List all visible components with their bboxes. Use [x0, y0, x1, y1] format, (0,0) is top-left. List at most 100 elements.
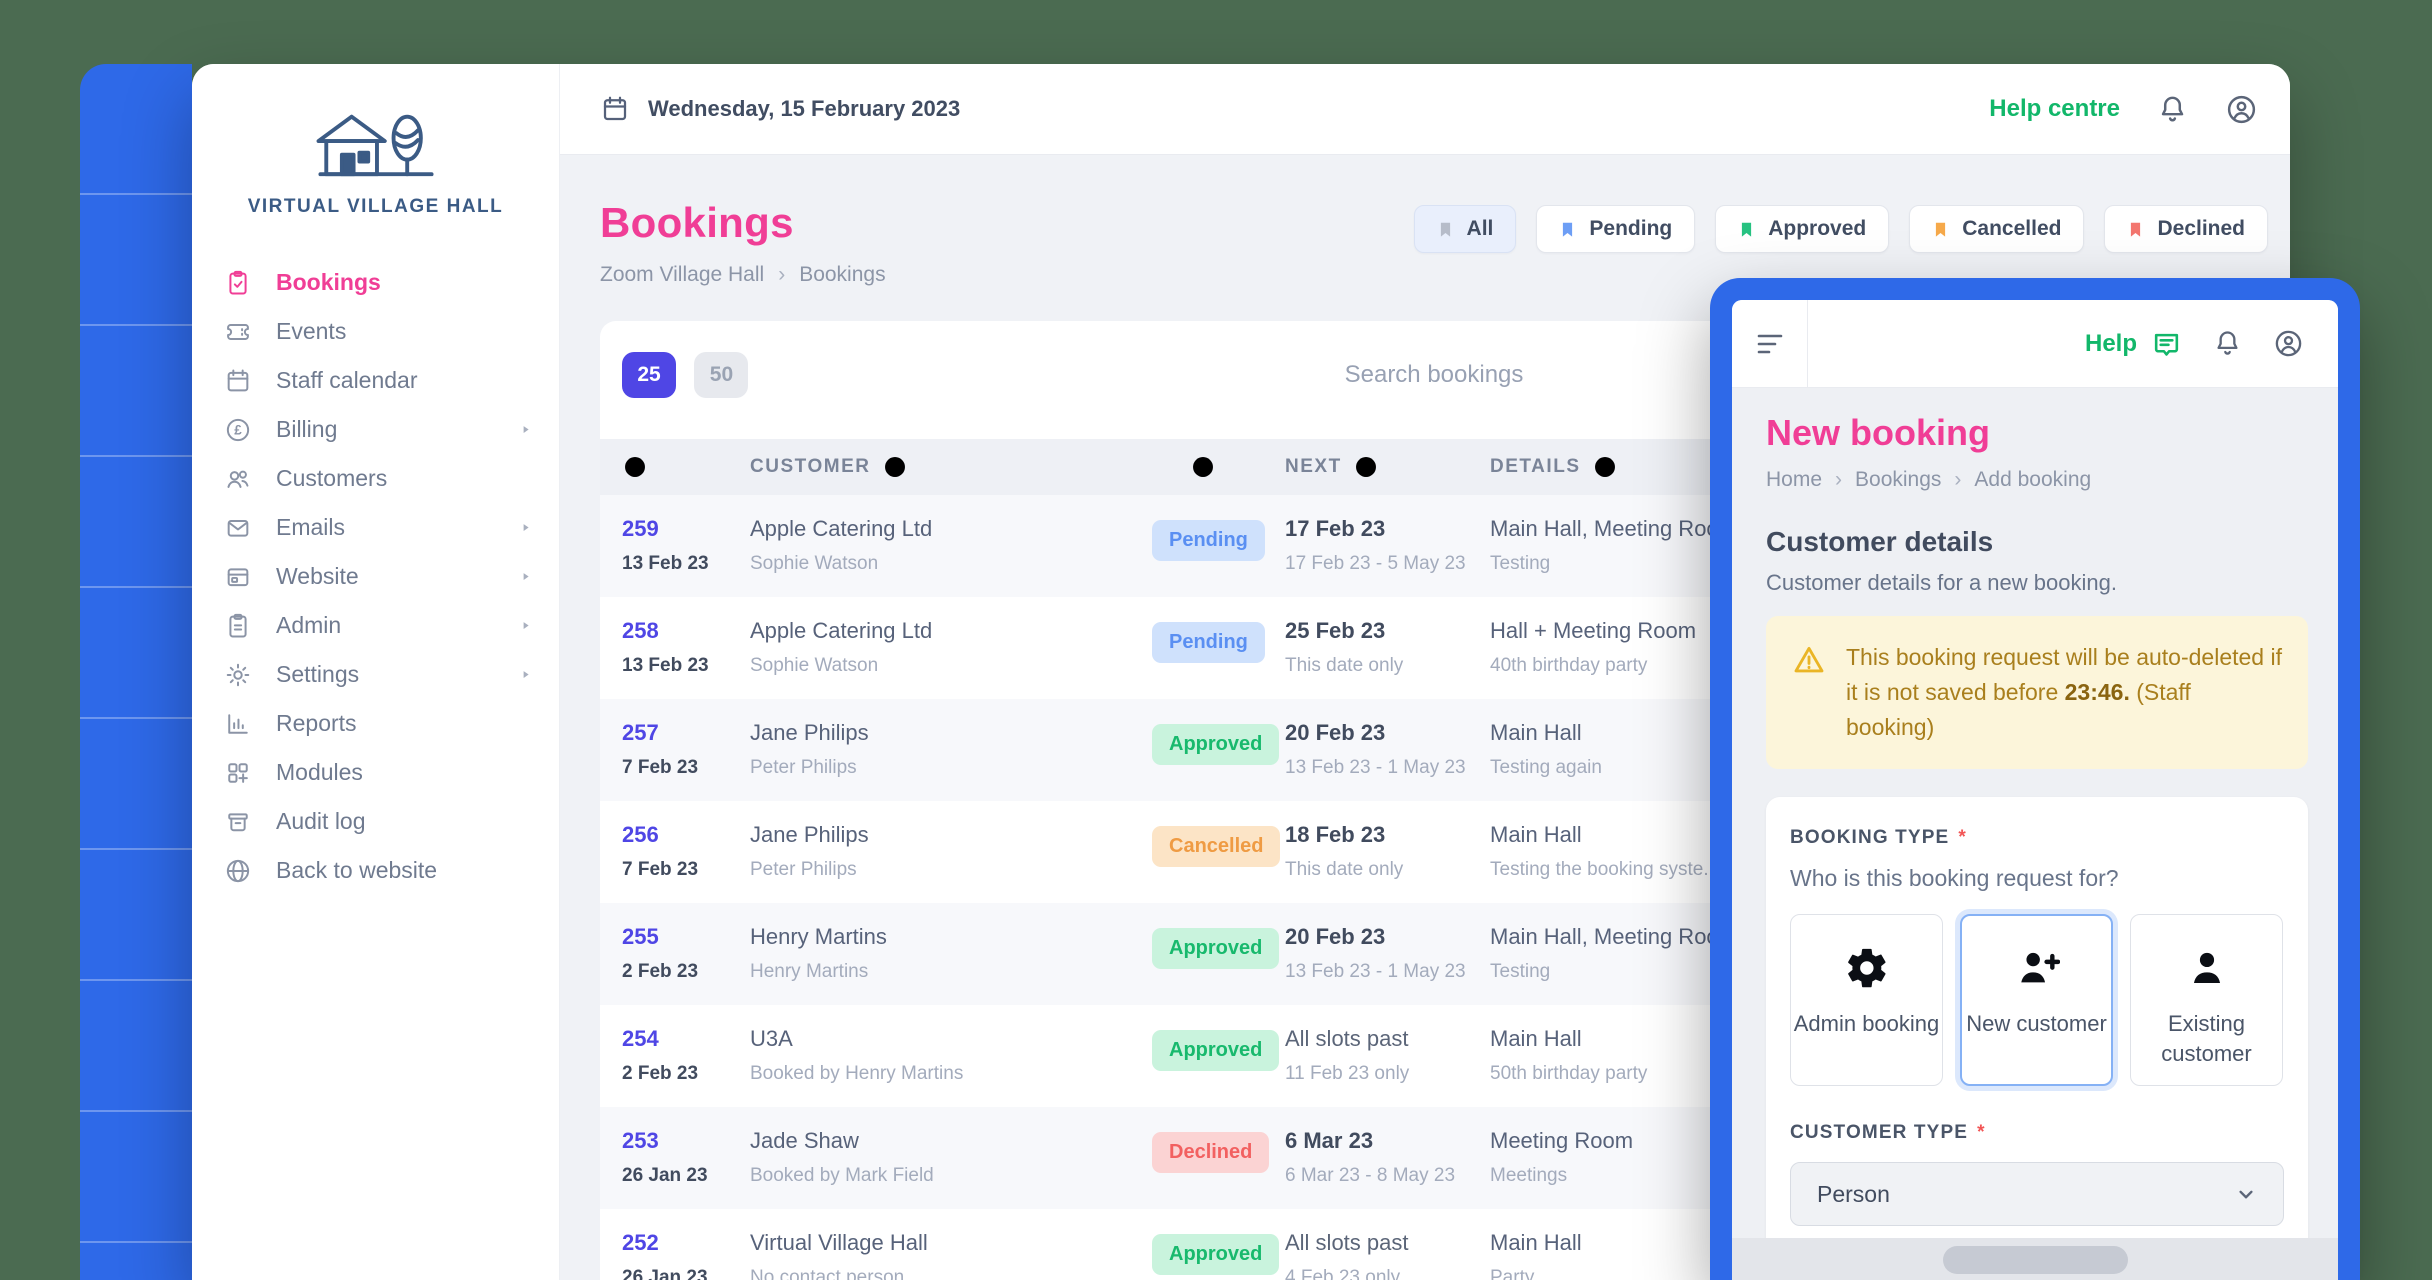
booking-type-option[interactable]: Existing customer: [2130, 914, 2283, 1086]
bell-icon[interactable]: [2156, 93, 2189, 126]
status-filter-button[interactable]: All: [1413, 205, 1517, 253]
booking-type-option[interactable]: New customer: [1960, 914, 2113, 1086]
details-rooms: Main Hall, Meeting Room: [1490, 516, 1737, 541]
cell-status: Approved: [1152, 720, 1285, 765]
page-head: Bookings Zoom Village Hall › Bookings Al…: [600, 199, 2268, 287]
details-note: Testing: [1490, 553, 1551, 574]
status-filter-button[interactable]: Pending: [1536, 205, 1696, 253]
sort-date-icon[interactable]: [622, 454, 750, 480]
next-date-range: This date only: [1285, 655, 1404, 676]
sidebar-item[interactable]: Events: [224, 307, 533, 356]
table-toolbar: 25 50: [600, 321, 2268, 439]
booking-id[interactable]: 257: [622, 720, 659, 745]
bell-icon[interactable]: [2212, 328, 2243, 359]
cell-booking-id: 256 7 Feb 23: [622, 822, 750, 881]
sidebar-item-label: Customers: [276, 465, 388, 491]
sidebar-item[interactable]: Audit log: [224, 797, 533, 846]
table-row[interactable]: 252 26 Jan 23 Virtual Village Hall No co…: [600, 1209, 2268, 1280]
cell-booking-id: 257 7 Feb 23: [622, 720, 750, 779]
sidebar-item[interactable]: Back to website: [224, 846, 533, 895]
cell-customer: U3A Booked by Henry Martins: [750, 1026, 1152, 1085]
breadcrumb-current: Bookings: [799, 263, 886, 286]
sidebar-item[interactable]: Modules: [224, 748, 533, 797]
next-date: 20 Feb 23: [1285, 720, 1386, 745]
breadcrumb-site[interactable]: Zoom Village Hall: [600, 263, 765, 286]
chevron-right-icon: [518, 667, 533, 682]
column-next[interactable]: NEXT: [1285, 454, 1490, 480]
breadcrumb-home[interactable]: Home: [1766, 468, 1823, 491]
breadcrumb-bookings[interactable]: Bookings: [1855, 468, 1942, 491]
profile-avatar-icon[interactable]: [2273, 328, 2304, 359]
table-row[interactable]: 258 13 Feb 23 Apple Catering Ltd Sophie …: [600, 597, 2268, 699]
booking-id[interactable]: 255: [622, 924, 659, 949]
phone-header-actions: Help: [2085, 328, 2338, 359]
status-filter-button[interactable]: Declined: [2104, 205, 2268, 253]
column-next-label: NEXT: [1285, 456, 1342, 477]
cell-details: Main Hall, Meeting Room Testing: [1490, 516, 2268, 575]
new-booking-phone-panel: Help New booking Home › Bookings › Add b…: [1710, 278, 2360, 1280]
customer-contact: Sophie Watson: [750, 655, 879, 676]
cell-booking-id: 258 13 Feb 23: [622, 618, 750, 677]
circled-minus-icon[interactable]: [1190, 454, 1216, 480]
phone-breadcrumb: Home › Bookings › Add booking: [1766, 468, 2308, 492]
details-rooms: Main Hall, Meeting Room: [1490, 924, 1737, 949]
sidebar-item[interactable]: Staff calendar: [224, 356, 533, 405]
sidebar-item[interactable]: Admin: [224, 601, 533, 650]
page-size-button[interactable]: 25: [622, 352, 676, 398]
phone-screen: Help New booking Home › Bookings › Add b…: [1732, 300, 2338, 1280]
booking-id[interactable]: 256: [622, 822, 659, 847]
details-rooms: Main Hall: [1490, 1230, 1582, 1255]
status-badge: Pending: [1152, 622, 1265, 663]
next-date: 18 Feb 23: [1285, 822, 1386, 847]
sidebar-item-label: Back to website: [276, 857, 438, 883]
booking-id[interactable]: 258: [622, 618, 659, 643]
table-row[interactable]: 257 7 Feb 23 Jane Philips Peter Philips …: [600, 699, 2268, 801]
sidebar-item[interactable]: Settings: [224, 650, 533, 699]
next-date-range: 4 Feb 23 only: [1285, 1267, 1401, 1280]
column-status[interactable]: [1152, 454, 1285, 480]
required-asterisk: *: [1977, 1122, 1986, 1143]
circled-minus-icon[interactable]: [882, 454, 908, 480]
circled-minus-icon[interactable]: [1353, 454, 1379, 480]
page-size-button[interactable]: 50: [694, 352, 749, 398]
circled-minus-icon[interactable]: [1592, 454, 1618, 480]
menu-lines-icon[interactable]: [1732, 300, 1808, 387]
booking-type-option[interactable]: Admin booking: [1790, 914, 1943, 1086]
bookmark-ribbon-icon: [1440, 222, 1450, 237]
next-date: 6 Mar 23: [1285, 1128, 1374, 1153]
booking-id[interactable]: 252: [622, 1230, 659, 1255]
column-details[interactable]: DETAILS: [1490, 454, 2268, 480]
bookmark-ribbon-icon: [1936, 222, 1946, 237]
sidebar-item[interactable]: Billing: [224, 405, 533, 454]
option-label: Existing customer: [2161, 1011, 2252, 1066]
chevron-right-icon: [518, 422, 533, 437]
table-row[interactable]: 254 2 Feb 23 U3A Booked by Henry Martins…: [600, 1005, 2268, 1107]
new-booking-title: New booking: [1766, 412, 1990, 453]
search-input[interactable]: [1174, 361, 1694, 389]
profile-avatar-icon[interactable]: [2225, 93, 2258, 126]
section-subtitle: Customer details for a new booking.: [1766, 570, 2117, 595]
sidebar-item[interactable]: Website: [224, 552, 533, 601]
customer-type-select[interactable]: Person: [1790, 1162, 2284, 1226]
column-customer[interactable]: CUSTOMER: [750, 454, 1152, 480]
sidebar-item-icon: [224, 759, 252, 787]
next-date-range: 6 Mar 23 - 8 May 23: [1285, 1165, 1456, 1186]
sidebar-item[interactable]: Emails: [224, 503, 533, 552]
sidebar-item[interactable]: Customers: [224, 454, 533, 503]
booking-id[interactable]: 254: [622, 1026, 659, 1051]
help-link[interactable]: Help: [2085, 328, 2182, 359]
customer-name: Apple Catering Ltd: [750, 516, 933, 541]
help-centre-link[interactable]: Help centre: [1989, 95, 2120, 122]
sidebar-item[interactable]: Bookings: [224, 258, 533, 307]
next-date: All slots past: [1285, 1230, 1409, 1255]
booking-id[interactable]: 259: [622, 516, 659, 541]
details-note: 40th birthday party: [1490, 655, 1648, 676]
booking-form-card: Booking type * Who is this booking reques…: [1766, 797, 2308, 1280]
sidebar-item[interactable]: Reports: [224, 699, 533, 748]
customer-name: Virtual Village Hall: [750, 1230, 928, 1255]
chevron-right-icon: [518, 520, 533, 535]
table-row[interactable]: 256 7 Feb 23 Jane Philips Peter Philips …: [600, 801, 2268, 903]
status-filter-button[interactable]: Approved: [1715, 205, 1890, 253]
booking-id[interactable]: 253: [622, 1128, 659, 1153]
status-filter-button[interactable]: Cancelled: [1909, 205, 2085, 253]
